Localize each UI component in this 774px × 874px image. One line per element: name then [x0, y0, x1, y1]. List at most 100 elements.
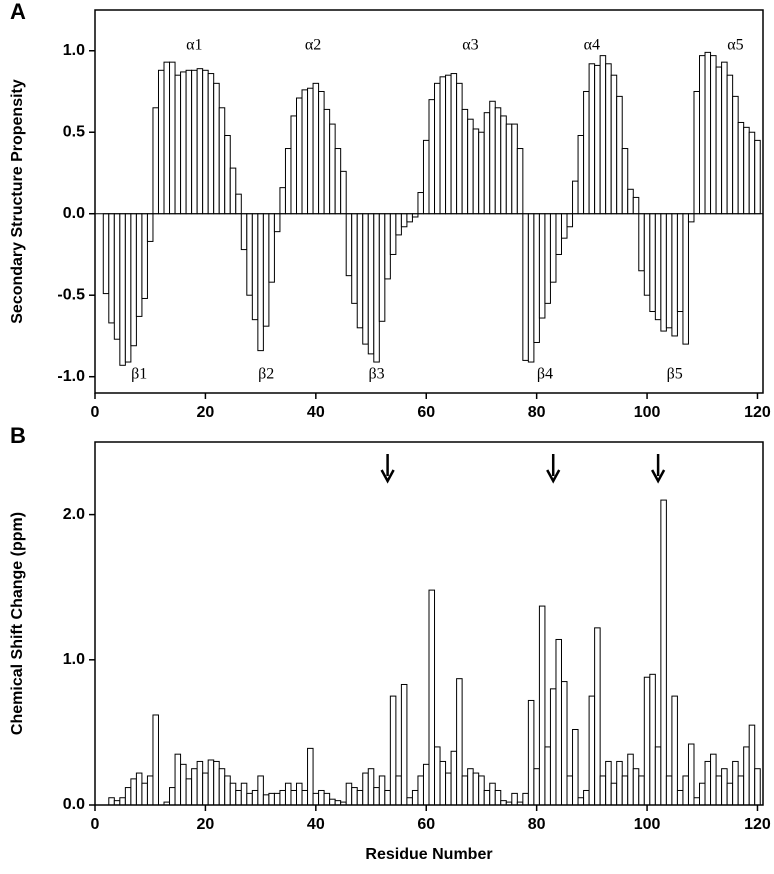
bar — [687, 743, 695, 806]
bar — [345, 782, 353, 806]
bar — [577, 797, 585, 806]
bar — [240, 782, 248, 806]
bar — [638, 775, 645, 806]
bar — [732, 95, 739, 215]
bar — [406, 213, 413, 223]
annotation: α4 — [584, 37, 600, 54]
bar — [329, 123, 336, 215]
bar — [538, 605, 546, 806]
bar — [180, 71, 187, 215]
bar — [710, 55, 717, 215]
bar — [616, 760, 623, 806]
bar — [135, 772, 143, 806]
bar — [599, 55, 607, 215]
bar — [411, 789, 419, 806]
bar — [169, 787, 176, 806]
bar — [124, 213, 132, 363]
bar — [218, 107, 226, 215]
bar — [721, 61, 728, 215]
annotation: α2 — [305, 37, 321, 54]
bar — [169, 61, 176, 215]
bar — [229, 782, 237, 806]
bar — [726, 782, 734, 806]
bar — [422, 763, 430, 806]
panel-label: A — [10, 0, 26, 24]
bar — [235, 789, 242, 806]
bar — [290, 789, 298, 806]
bar — [113, 213, 121, 340]
bar — [351, 213, 358, 304]
bar — [549, 688, 557, 806]
bar — [671, 695, 678, 806]
y-tick-label: 0.5 — [63, 123, 85, 140]
arrow-head — [546, 469, 561, 484]
bar — [207, 759, 215, 806]
bar — [699, 782, 706, 806]
bar — [654, 213, 662, 321]
x-tick-label: 60 — [417, 816, 435, 833]
bar — [218, 768, 226, 806]
bar — [610, 74, 618, 215]
bar — [340, 170, 347, 215]
bar — [472, 772, 480, 806]
bar — [483, 789, 491, 806]
bar — [296, 97, 303, 215]
bar — [643, 213, 651, 296]
x-tick-label: 40 — [307, 404, 325, 421]
bar — [323, 792, 331, 806]
bar — [450, 73, 458, 215]
bar — [157, 69, 165, 215]
annotation: β1 — [131, 366, 147, 383]
annotation: α5 — [727, 37, 743, 54]
bar — [549, 213, 557, 283]
y-tick-label: 1.0 — [63, 651, 85, 668]
bar — [141, 213, 148, 299]
bar — [207, 73, 215, 215]
x-tick-label: 0 — [91, 816, 100, 833]
y-tick-label: -1.0 — [57, 368, 85, 385]
bar — [108, 797, 115, 806]
bar — [682, 775, 689, 806]
bar — [527, 699, 535, 806]
bar — [660, 499, 667, 806]
bar — [566, 213, 574, 228]
bar — [334, 148, 342, 215]
bar — [588, 695, 596, 806]
bar — [224, 134, 231, 215]
bar — [196, 760, 204, 806]
bar — [439, 76, 447, 215]
bar — [185, 778, 193, 806]
bar — [737, 775, 745, 806]
x-tick-label: 100 — [634, 816, 661, 833]
bar — [748, 131, 756, 215]
bar — [665, 775, 673, 806]
x-tick-label: 80 — [528, 816, 546, 833]
bar — [533, 213, 540, 343]
bar — [682, 213, 689, 345]
bar — [527, 213, 535, 363]
bar — [566, 775, 574, 806]
bar — [422, 139, 430, 215]
bar — [710, 753, 717, 806]
bar — [616, 95, 623, 215]
bar — [135, 213, 143, 317]
bar — [119, 797, 126, 806]
y-tick-label: 2.0 — [63, 506, 85, 523]
bar — [202, 69, 209, 215]
y-tick-label: 0.0 — [63, 205, 85, 222]
bar — [373, 213, 380, 363]
bar — [174, 74, 182, 215]
bar — [202, 772, 209, 806]
bar — [318, 90, 325, 215]
plot-frame — [94, 9, 764, 394]
bar — [621, 148, 629, 215]
arrow-head — [380, 469, 395, 484]
bar — [450, 750, 458, 806]
bar — [721, 768, 728, 806]
bar — [246, 792, 253, 806]
bar — [505, 123, 513, 215]
bar — [279, 789, 286, 806]
bar — [461, 775, 469, 806]
bar — [284, 782, 292, 806]
bar — [588, 63, 596, 215]
